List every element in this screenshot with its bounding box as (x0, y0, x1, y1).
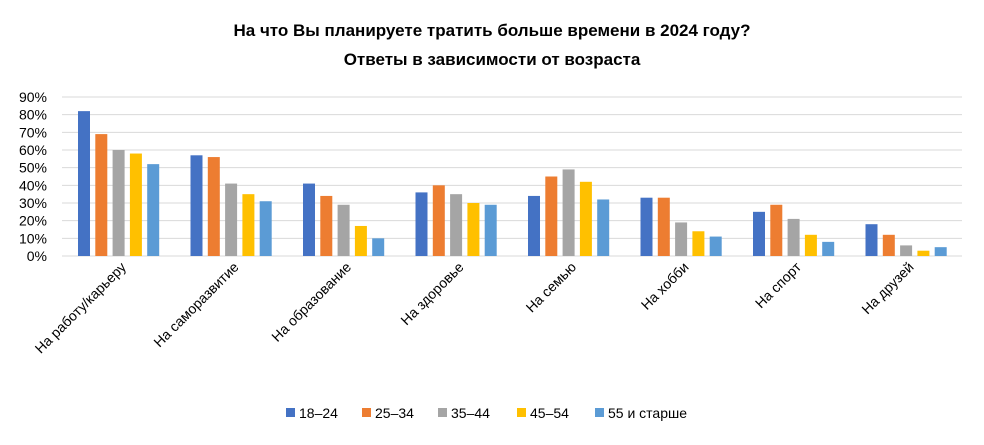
category-label: На семью (523, 259, 580, 316)
bar (657, 197, 670, 256)
bar (753, 211, 765, 256)
bar (597, 199, 610, 256)
legend-swatch (438, 408, 447, 417)
bar (320, 195, 333, 256)
legend-label: 25–34 (375, 405, 414, 421)
bar (112, 150, 125, 256)
bar (822, 241, 835, 256)
bar (225, 183, 238, 256)
category-label: На спорт (752, 258, 805, 311)
bar (78, 111, 90, 256)
bar (865, 224, 878, 256)
bar (900, 245, 913, 256)
bar (354, 225, 367, 256)
y-tick-label: 60% (19, 142, 47, 158)
legend: 18–24 25–34 35–44 45–54 55 и старше (286, 405, 687, 421)
category-label: На работу/карьеру (32, 259, 130, 357)
bar (467, 203, 480, 256)
legend-swatch (286, 408, 295, 417)
chart-title-line-1: На что Вы планируете тратить больше врем… (233, 21, 750, 40)
bar (545, 176, 558, 256)
bars (78, 111, 947, 256)
legend-swatch (362, 408, 371, 417)
bar (432, 185, 445, 256)
y-tick-label: 90% (19, 89, 47, 105)
bar (129, 153, 142, 256)
y-tick-label: 40% (19, 177, 47, 193)
y-tick-label: 70% (19, 124, 47, 140)
bar (207, 157, 220, 256)
bar (303, 183, 315, 256)
bar (675, 222, 688, 256)
legend-label: 55 и старше (608, 405, 687, 421)
y-tick-label: 80% (19, 107, 47, 123)
y-tick-label: 30% (19, 195, 47, 211)
x-axis-categories: На работу/карьеру На саморазвитие На образ… (32, 258, 917, 356)
bar (882, 234, 895, 256)
legend-swatch (517, 408, 526, 417)
legend-label: 35–44 (451, 405, 490, 421)
bar (709, 236, 722, 256)
bar (259, 201, 272, 256)
category-label: На хобби (638, 259, 692, 313)
legend-swatch (595, 408, 604, 417)
bar (528, 195, 540, 256)
bar (804, 234, 817, 256)
bar (562, 169, 575, 256)
bar (770, 204, 783, 256)
y-tick-label: 0% (27, 248, 47, 264)
legend-label: 45–54 (530, 405, 569, 421)
bar (95, 134, 108, 256)
bar (190, 155, 203, 256)
bar (337, 204, 350, 256)
bar (415, 192, 428, 256)
bar (242, 194, 255, 256)
category-label: На саморазвитие (150, 259, 241, 350)
bar (372, 238, 385, 256)
bar (640, 197, 653, 256)
category-label: На здоровье (397, 259, 466, 328)
bar (450, 194, 463, 256)
legend-label: 18–24 (299, 405, 338, 421)
bar (147, 164, 160, 256)
category-label: На образование (268, 259, 354, 345)
bar (692, 231, 705, 256)
bar (579, 181, 592, 256)
bar (787, 218, 800, 256)
y-tick-label: 50% (19, 160, 47, 176)
bar (917, 250, 930, 256)
y-axis-ticks: 0% 10%20% 30% 40%50% 60% 70%80% 90% (19, 89, 47, 264)
bar (934, 247, 947, 256)
chart-title-line-2: Ответы в зависимости от возраста (344, 50, 641, 69)
bar (484, 204, 497, 256)
category-label: На друзей (858, 259, 916, 317)
y-tick-label: 20% (19, 213, 47, 229)
y-tick-label: 10% (19, 230, 47, 246)
